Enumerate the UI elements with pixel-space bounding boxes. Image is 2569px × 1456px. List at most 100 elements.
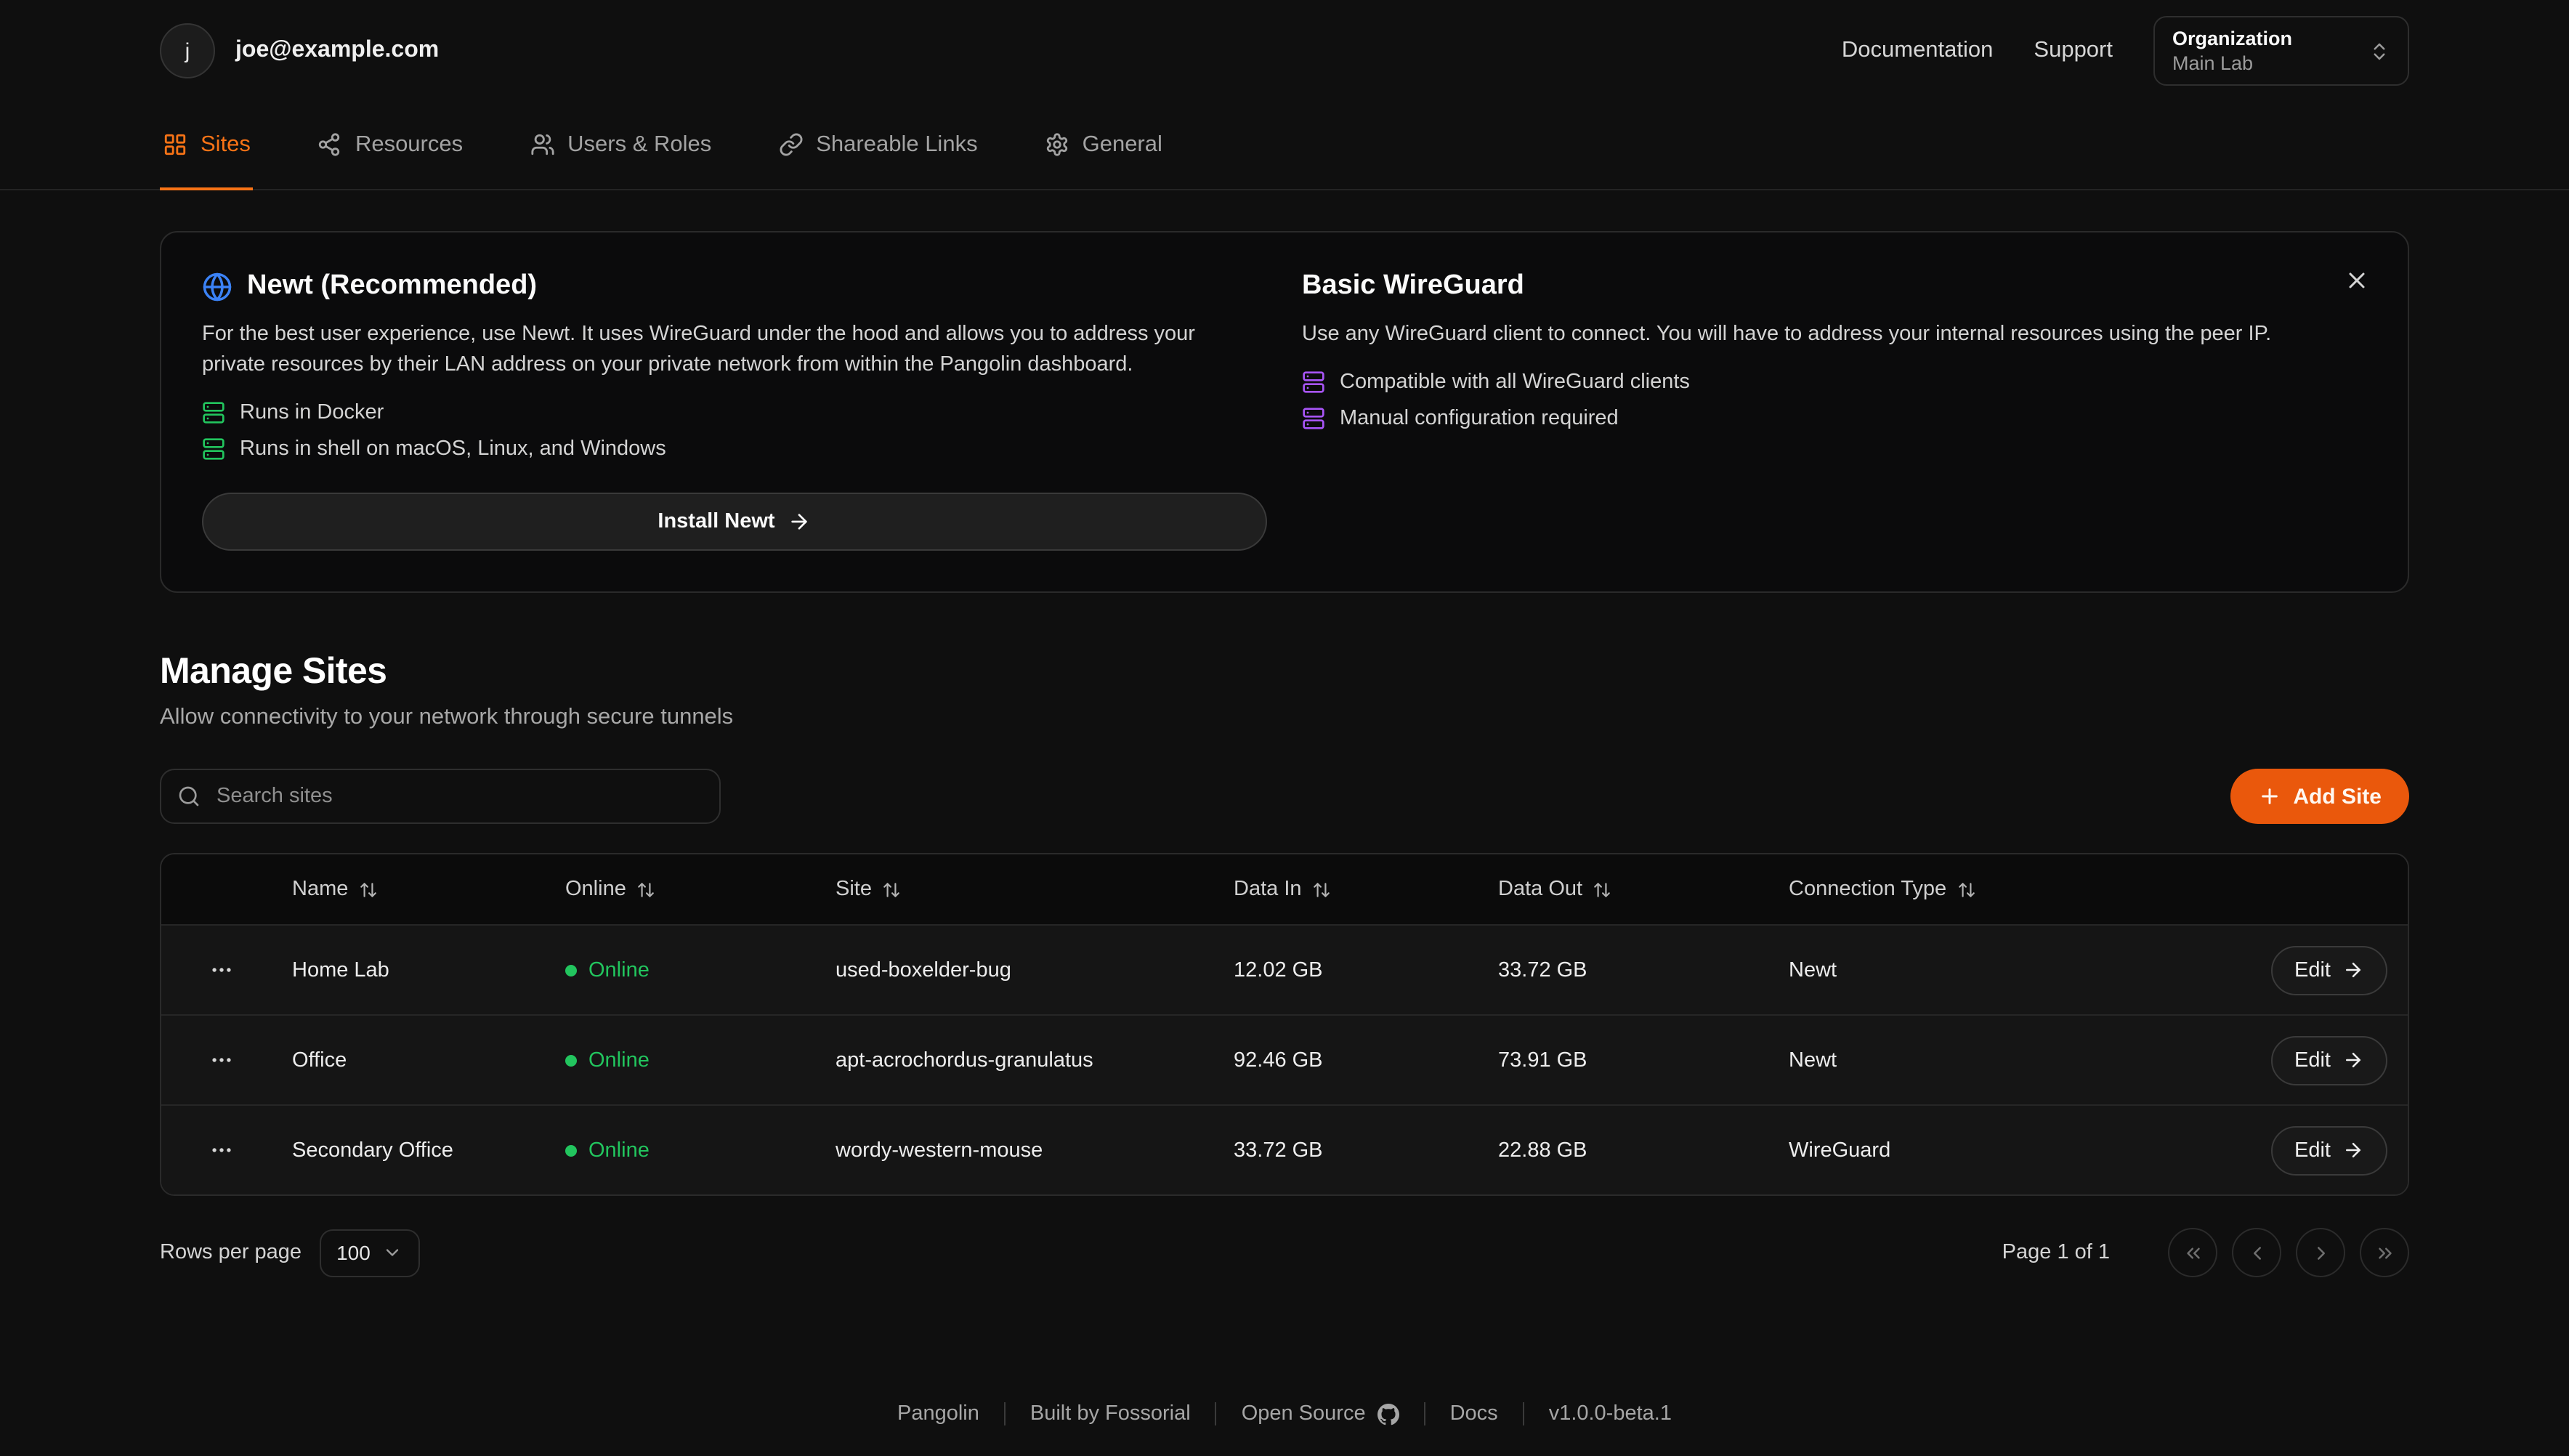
users-icon xyxy=(530,134,554,155)
feature-item: Runs in Docker xyxy=(202,401,1267,424)
row-actions-menu-button[interactable] xyxy=(200,1039,242,1081)
ellipsis-icon xyxy=(211,1058,230,1062)
feature-item: Compatible with all WireGuard clients xyxy=(1302,371,2367,394)
online-status-label: Online xyxy=(588,958,650,982)
page-title: Manage Sites xyxy=(160,651,387,692)
table-controls: Add Site xyxy=(160,769,2409,825)
table-row: Secondary Office Online wordy-western-mo… xyxy=(161,1104,2408,1195)
server-icon xyxy=(203,402,224,424)
tab-shareable-links-label: Shareable Links xyxy=(816,132,978,156)
search-input[interactable] xyxy=(160,769,721,825)
footer-built-by: Built by Fossorial xyxy=(1029,1402,1191,1426)
rows-per-page-label: Rows per page xyxy=(160,1241,302,1265)
table-row: Home Lab Online used-boxelder-bug 12.02 … xyxy=(161,924,2408,1015)
wireguard-features: Compatible with all WireGuard clients Ma… xyxy=(1302,371,2367,430)
online-status-label: Online xyxy=(588,1048,650,1072)
feature-label: Compatible with all WireGuard clients xyxy=(1340,371,1690,395)
cell-data-out: 73.91 GB xyxy=(1498,1048,1587,1072)
footer-open-source-link[interactable]: Open Source xyxy=(1242,1402,1399,1425)
arrow-right-icon xyxy=(2346,1053,2360,1068)
sort-connection-type-button[interactable]: Connection Type xyxy=(1789,878,1975,901)
org-selector[interactable]: Organization Main Lab xyxy=(2153,16,2409,86)
server-icon xyxy=(1303,408,1324,429)
sort-name-button[interactable]: Name xyxy=(292,878,377,901)
tab-general[interactable]: General xyxy=(1042,102,1165,190)
install-newt-button[interactable]: Install Newt xyxy=(202,493,1267,551)
ellipsis-icon xyxy=(211,1148,230,1152)
ellipsis-icon xyxy=(211,968,230,972)
footer-docs-link[interactable]: Docs xyxy=(1449,1402,1498,1426)
arrow-right-icon xyxy=(2346,1143,2360,1158)
sort-online-button[interactable]: Online xyxy=(565,878,655,901)
next-page-button[interactable] xyxy=(2296,1228,2345,1278)
cell-data-in: 12.02 GB xyxy=(1234,958,1323,982)
newt-title: Newt (Recommended) xyxy=(247,270,538,301)
edit-site-button[interactable]: Edit xyxy=(2271,945,2387,995)
first-page-button[interactable] xyxy=(2168,1228,2217,1278)
sort-icon xyxy=(1313,882,1330,897)
cell-connection-type: Newt xyxy=(1789,1048,1837,1072)
tab-resources[interactable]: Resources xyxy=(315,102,466,190)
topbar-right: Documentation Support Organization Main … xyxy=(1842,16,2409,86)
newt-description: For the best user experience, use Newt. … xyxy=(202,323,1195,377)
avatar-initial: j xyxy=(185,39,190,63)
sort-icon xyxy=(1958,882,1974,897)
user-menu[interactable]: j joe@example.com xyxy=(160,23,439,78)
cell-name: Secondary Office xyxy=(292,1138,453,1162)
search-icon xyxy=(179,786,199,806)
sort-data-in-button[interactable]: Data In xyxy=(1234,878,1331,901)
cell-data-out: 33.72 GB xyxy=(1498,958,1587,982)
rows-per-page: Rows per page 100 xyxy=(160,1229,420,1277)
rows-per-page-select[interactable]: 100 xyxy=(319,1229,420,1277)
main-content: Newt (Recommended) For the best user exp… xyxy=(0,231,2569,1278)
wireguard-description: Use any WireGuard client to connect. You… xyxy=(1302,323,2272,346)
edit-label: Edit xyxy=(2294,1048,2331,1072)
tab-shareable-links[interactable]: Shareable Links xyxy=(775,102,980,190)
footer-divider xyxy=(1215,1402,1217,1426)
chevron-down-icon xyxy=(386,1249,398,1256)
cell-name: Home Lab xyxy=(292,958,389,982)
edit-site-button[interactable]: Edit xyxy=(2271,1035,2387,1085)
grid-icon xyxy=(164,134,186,155)
share-network-icon xyxy=(319,133,341,156)
gear-icon xyxy=(1046,133,1067,156)
edit-site-button[interactable]: Edit xyxy=(2271,1125,2387,1176)
arrow-right-icon xyxy=(2346,963,2360,978)
edit-label: Edit xyxy=(2294,1138,2331,1162)
arrow-right-icon xyxy=(791,514,808,530)
documentation-link[interactable]: Documentation xyxy=(1841,38,1994,62)
tab-sites-label: Sites xyxy=(201,132,251,156)
cell-data-out: 22.88 GB xyxy=(1498,1138,1587,1162)
chevrons-right-icon xyxy=(2378,1247,2391,1258)
footer-version: v1.0.0-beta.1 xyxy=(1548,1402,1672,1426)
header-cell-site: Site xyxy=(836,878,1234,901)
feature-label: Runs in shell on macOS, Linux, and Windo… xyxy=(240,437,666,461)
support-link[interactable]: Support xyxy=(2034,38,2113,62)
sort-data-out-button[interactable]: Data Out xyxy=(1498,878,1611,901)
server-icon xyxy=(203,438,224,460)
previous-page-button[interactable] xyxy=(2232,1228,2281,1278)
chevrons-left-icon xyxy=(2186,1247,2199,1258)
tab-users-roles-label: Users & Roles xyxy=(567,132,712,156)
sort-site-button[interactable]: Site xyxy=(836,878,901,901)
feature-item: Manual configuration required xyxy=(1302,407,2367,430)
footer: Pangolin Built by Fossorial Open Source … xyxy=(0,1402,2569,1426)
column-label: Name xyxy=(292,878,349,902)
tab-users-roles[interactable]: Users & Roles xyxy=(527,102,714,190)
add-site-label: Add Site xyxy=(2293,784,2382,809)
avatar[interactable]: j xyxy=(160,23,215,78)
online-status-label: Online xyxy=(588,1138,650,1162)
sort-icon xyxy=(883,882,899,897)
row-actions-menu-button[interactable] xyxy=(200,1129,242,1171)
cell-name: Office xyxy=(292,1048,347,1072)
add-site-button[interactable]: Add Site xyxy=(2230,769,2409,825)
last-page-button[interactable] xyxy=(2360,1228,2409,1278)
tab-sites[interactable]: Sites xyxy=(160,102,254,190)
close-banner-button[interactable] xyxy=(2338,262,2376,299)
cell-online: Online xyxy=(565,1048,836,1072)
topbar: j joe@example.com Documentation Support … xyxy=(0,0,2569,102)
globe-icon xyxy=(203,272,232,301)
page-subtitle: Allow connectivity to your network throu… xyxy=(160,705,734,730)
row-actions-menu-button[interactable] xyxy=(200,949,242,991)
